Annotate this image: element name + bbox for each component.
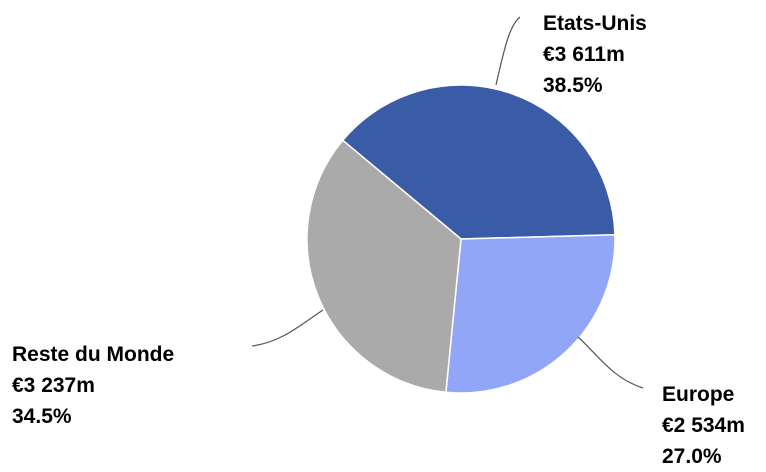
slice-value-europe: €2 534m: [662, 414, 745, 437]
leader-line-etats-unis: [495, 16, 521, 86]
slice-name-reste-du-monde: Reste du Monde: [12, 343, 175, 366]
leader-line-europe: [577, 336, 644, 389]
slice-value-reste-du-monde: €3 237m: [12, 374, 95, 397]
slice-name-etats-unis: Etats-Unis: [543, 12, 647, 35]
slice-name-europe: Europe: [662, 383, 735, 406]
slice-label-reste-du-monde: Reste du Monde €3 237m 34.5%: [12, 339, 174, 432]
pie-slice-reste-du-monde: [306, 139, 462, 394]
slice-label-europe: Europe €2 534m 27.0%: [662, 379, 745, 472]
pie-slice-etats-unis: [341, 84, 616, 240]
pie-slice-europe: [445, 233, 616, 394]
slice-percent-etats-unis: 38.5%: [543, 74, 603, 97]
slice-value-etats-unis: €3 611m: [543, 43, 625, 66]
slice-label-etats-unis: Etats-Unis €3 611m 38.5%: [543, 8, 647, 101]
slice-percent-reste-du-monde: 34.5%: [12, 405, 72, 428]
leader-line-reste-du-monde: [251, 309, 324, 347]
slice-percent-europe: 27.0%: [662, 445, 722, 468]
